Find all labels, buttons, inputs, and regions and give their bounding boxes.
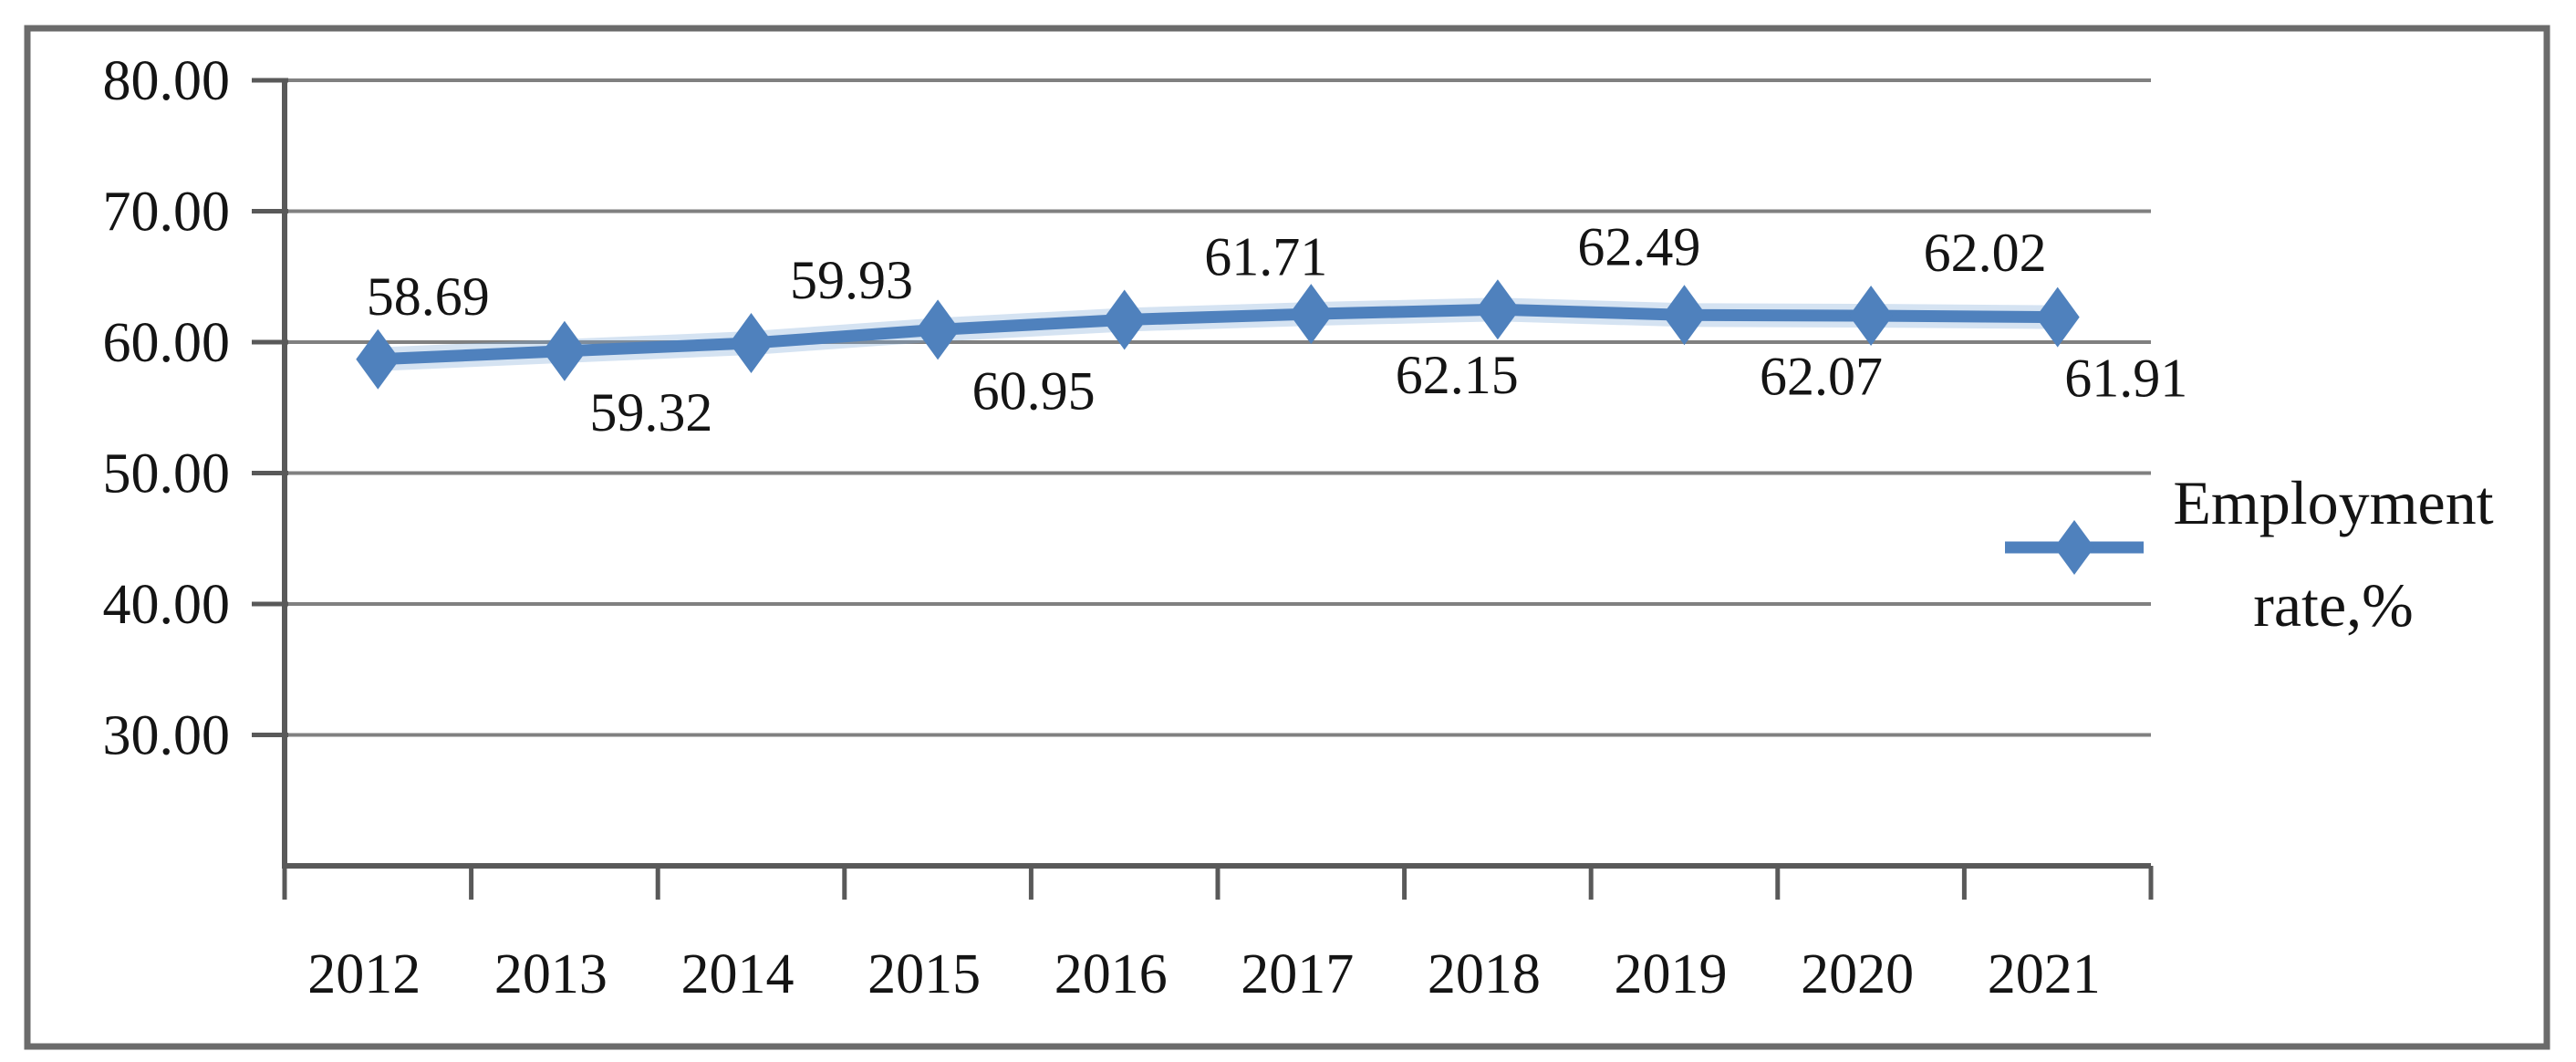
y-axis-label: 40.00: [103, 574, 231, 636]
data-label-2012: 58.69: [367, 266, 490, 327]
data-label-2019: 62.07: [1760, 346, 1883, 406]
x-axis-label: 2018: [1428, 943, 1541, 1005]
data-point-marker-2021: [2035, 286, 2080, 348]
data-label-2017: 62.15: [1396, 345, 1519, 405]
data-point-marker-2014: [729, 313, 774, 374]
y-axis-label: 60.00: [103, 312, 231, 374]
x-axis-group: 2012 2013 2014 2015 2016 2017 2018 2019 2020 2021: [282, 863, 2154, 1005]
data-point-marker-2019: [1662, 285, 1707, 346]
gridlines-group: [285, 78, 2151, 737]
figure-frame: [24, 25, 2550, 1050]
x-axis-label: 2021: [1988, 943, 2101, 1005]
y-axis-label: 50.00: [103, 443, 231, 505]
data-point-marker-2015: [916, 299, 961, 360]
data-point-marker-2016: [1102, 289, 1147, 350]
x-axis-label: 2013: [494, 943, 608, 1005]
data-label-2018: 62.49: [1577, 216, 1700, 276]
legend-group: Employment rate,%: [2005, 468, 2494, 640]
y-axis-group: 80.00 70.00 60.00 50.00 40.00 30.00: [103, 50, 288, 868]
x-axis-label: 2015: [867, 943, 981, 1005]
data-label-2014: 59.93: [790, 250, 913, 310]
data-labels-group: 58.69 59.32 59.93 60.95 61.71 62.15 62.49 62.07…: [367, 216, 2187, 442]
y-axis-label: 70.00: [103, 182, 231, 244]
data-label-2016: 61.71: [1204, 226, 1327, 286]
legend-label-line1: Employment: [2173, 468, 2493, 537]
legend-diamond-swatch: [2054, 520, 2094, 575]
x-axis-label: 2014: [681, 943, 795, 1005]
series-markers-group: [356, 279, 2080, 390]
series-line-group: [366, 297, 2070, 371]
x-axis-label: 2017: [1241, 943, 1354, 1005]
data-label-2015: 60.95: [972, 360, 1096, 421]
data-point-marker-2013: [542, 320, 587, 381]
data-point-marker-2020: [1849, 286, 1894, 347]
data-point-marker-2018: [1475, 279, 1520, 340]
x-axis-label: 2019: [1615, 943, 1728, 1005]
series-line: [371, 303, 2064, 366]
data-point-marker-2012: [356, 328, 400, 390]
x-axis-label: 2012: [307, 943, 421, 1005]
y-axis-label: 30.00: [103, 705, 231, 767]
x-axis-label: 2016: [1054, 943, 1168, 1005]
x-axis-label: 2020: [1801, 943, 1914, 1005]
data-label-2020: 62.02: [1924, 223, 2047, 283]
data-point-marker-2017: [1289, 284, 1334, 345]
legend-label-line2: rate,%: [2253, 570, 2414, 640]
data-label-2021: 61.91: [2064, 349, 2187, 409]
figure-border: [24, 25, 2550, 1050]
y-axis-label: 80.00: [103, 50, 231, 112]
data-label-2013: 59.32: [589, 382, 712, 442]
